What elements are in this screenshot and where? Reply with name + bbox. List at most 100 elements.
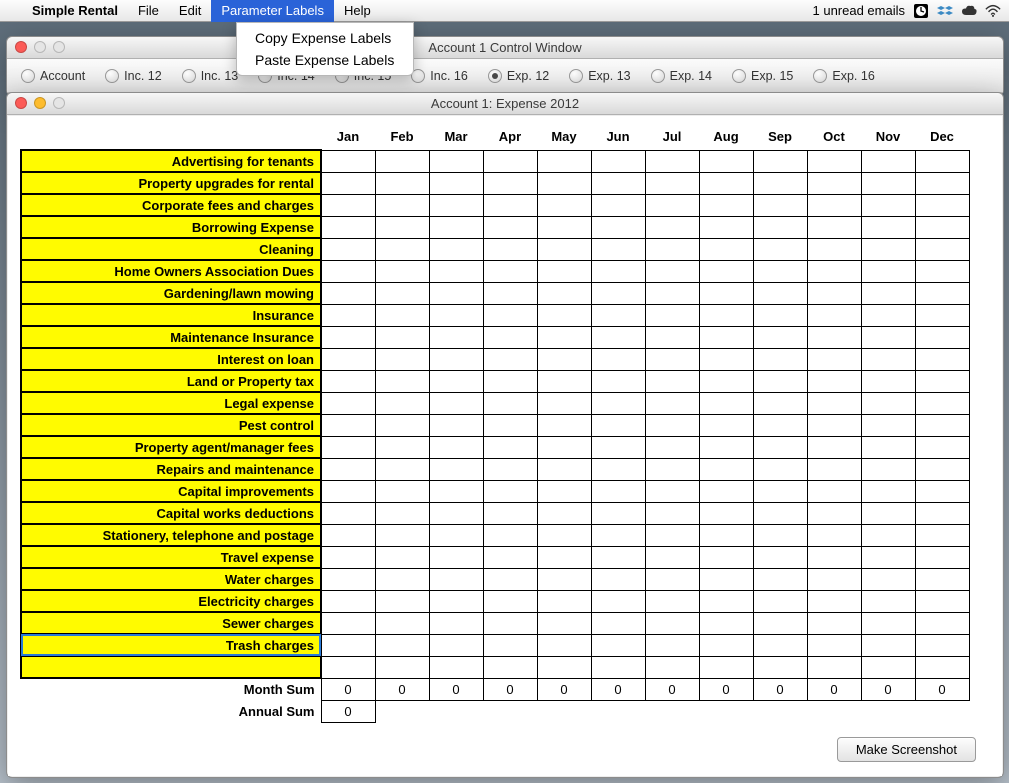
data-cell[interactable] bbox=[483, 348, 537, 370]
data-cell[interactable] bbox=[753, 260, 807, 282]
data-cell[interactable] bbox=[429, 392, 483, 414]
data-cell[interactable] bbox=[483, 260, 537, 282]
data-cell[interactable] bbox=[861, 612, 915, 634]
data-cell[interactable] bbox=[537, 590, 591, 612]
data-cell[interactable] bbox=[375, 370, 429, 392]
data-cell[interactable] bbox=[645, 524, 699, 546]
data-cell[interactable] bbox=[753, 634, 807, 656]
data-cell[interactable] bbox=[699, 590, 753, 612]
data-cell[interactable] bbox=[699, 370, 753, 392]
data-cell[interactable] bbox=[321, 656, 375, 678]
data-cell[interactable] bbox=[321, 326, 375, 348]
data-cell[interactable] bbox=[645, 502, 699, 524]
row-label[interactable]: Maintenance Insurance bbox=[21, 326, 321, 348]
data-cell[interactable] bbox=[429, 260, 483, 282]
data-cell[interactable] bbox=[753, 546, 807, 568]
dropbox-icon[interactable] bbox=[937, 3, 953, 19]
data-cell[interactable] bbox=[591, 590, 645, 612]
row-label[interactable]: Cleaning bbox=[21, 238, 321, 260]
data-cell[interactable] bbox=[645, 150, 699, 172]
data-cell[interactable] bbox=[861, 216, 915, 238]
data-cell[interactable] bbox=[375, 304, 429, 326]
data-cell[interactable] bbox=[645, 568, 699, 590]
data-cell[interactable] bbox=[591, 370, 645, 392]
data-cell[interactable] bbox=[591, 546, 645, 568]
data-cell[interactable] bbox=[375, 194, 429, 216]
data-cell[interactable] bbox=[807, 590, 861, 612]
data-cell[interactable] bbox=[591, 172, 645, 194]
data-cell[interactable] bbox=[645, 304, 699, 326]
data-cell[interactable] bbox=[375, 238, 429, 260]
data-cell[interactable] bbox=[699, 260, 753, 282]
row-label[interactable]: Interest on loan bbox=[21, 348, 321, 370]
data-cell[interactable] bbox=[645, 436, 699, 458]
data-cell[interactable] bbox=[321, 348, 375, 370]
row-label[interactable]: Corporate fees and charges bbox=[21, 194, 321, 216]
data-cell[interactable] bbox=[429, 172, 483, 194]
data-cell[interactable] bbox=[861, 436, 915, 458]
data-cell[interactable] bbox=[591, 326, 645, 348]
data-cell[interactable] bbox=[645, 590, 699, 612]
row-label[interactable]: Electricity charges bbox=[21, 590, 321, 612]
row-label[interactable]: Repairs and maintenance bbox=[21, 458, 321, 480]
data-cell[interactable] bbox=[915, 634, 969, 656]
expense-window-titlebar[interactable]: Account 1: Expense 2012 bbox=[7, 93, 1003, 115]
radio-inc-16[interactable]: Inc. 16 bbox=[403, 69, 476, 83]
clock-icon[interactable] bbox=[913, 3, 929, 19]
radio-inc-12[interactable]: Inc. 12 bbox=[97, 69, 170, 83]
data-cell[interactable] bbox=[375, 568, 429, 590]
data-cell[interactable] bbox=[807, 194, 861, 216]
data-cell[interactable] bbox=[861, 502, 915, 524]
data-cell[interactable] bbox=[321, 502, 375, 524]
data-cell[interactable] bbox=[429, 612, 483, 634]
data-cell[interactable] bbox=[807, 238, 861, 260]
data-cell[interactable] bbox=[807, 282, 861, 304]
data-cell[interactable] bbox=[699, 546, 753, 568]
data-cell[interactable] bbox=[861, 524, 915, 546]
data-cell[interactable] bbox=[753, 172, 807, 194]
data-cell[interactable] bbox=[915, 238, 969, 260]
data-cell[interactable] bbox=[483, 524, 537, 546]
data-cell[interactable] bbox=[537, 172, 591, 194]
data-cell[interactable] bbox=[645, 546, 699, 568]
data-cell[interactable] bbox=[807, 480, 861, 502]
data-cell[interactable] bbox=[645, 238, 699, 260]
row-label[interactable]: Property upgrades for rental bbox=[21, 172, 321, 194]
data-cell[interactable] bbox=[483, 458, 537, 480]
data-cell[interactable] bbox=[537, 260, 591, 282]
data-cell[interactable] bbox=[699, 348, 753, 370]
data-cell[interactable] bbox=[753, 304, 807, 326]
data-cell[interactable] bbox=[807, 348, 861, 370]
data-cell[interactable] bbox=[645, 194, 699, 216]
row-label[interactable]: Home Owners Association Dues bbox=[21, 260, 321, 282]
data-cell[interactable] bbox=[861, 458, 915, 480]
data-cell[interactable] bbox=[375, 524, 429, 546]
radio-exp-12[interactable]: Exp. 12 bbox=[480, 69, 557, 83]
data-cell[interactable] bbox=[807, 524, 861, 546]
close-icon[interactable] bbox=[15, 97, 27, 109]
data-cell[interactable] bbox=[699, 150, 753, 172]
data-cell[interactable] bbox=[483, 304, 537, 326]
data-cell[interactable] bbox=[645, 348, 699, 370]
data-cell[interactable] bbox=[807, 612, 861, 634]
dropdown-copy-expense-labels[interactable]: Copy Expense Labels bbox=[237, 27, 413, 49]
data-cell[interactable] bbox=[753, 238, 807, 260]
data-cell[interactable] bbox=[483, 502, 537, 524]
data-cell[interactable] bbox=[699, 392, 753, 414]
row-label[interactable]: Trash charges bbox=[21, 634, 321, 656]
data-cell[interactable] bbox=[429, 590, 483, 612]
data-cell[interactable] bbox=[591, 392, 645, 414]
data-cell[interactable] bbox=[861, 370, 915, 392]
data-cell[interactable] bbox=[537, 568, 591, 590]
data-cell[interactable] bbox=[753, 436, 807, 458]
data-cell[interactable] bbox=[645, 216, 699, 238]
data-cell[interactable] bbox=[321, 260, 375, 282]
data-cell[interactable] bbox=[375, 634, 429, 656]
data-cell[interactable] bbox=[915, 172, 969, 194]
data-cell[interactable] bbox=[483, 216, 537, 238]
data-cell[interactable] bbox=[753, 612, 807, 634]
data-cell[interactable] bbox=[591, 656, 645, 678]
data-cell[interactable] bbox=[537, 414, 591, 436]
data-cell[interactable] bbox=[537, 656, 591, 678]
data-cell[interactable] bbox=[321, 524, 375, 546]
